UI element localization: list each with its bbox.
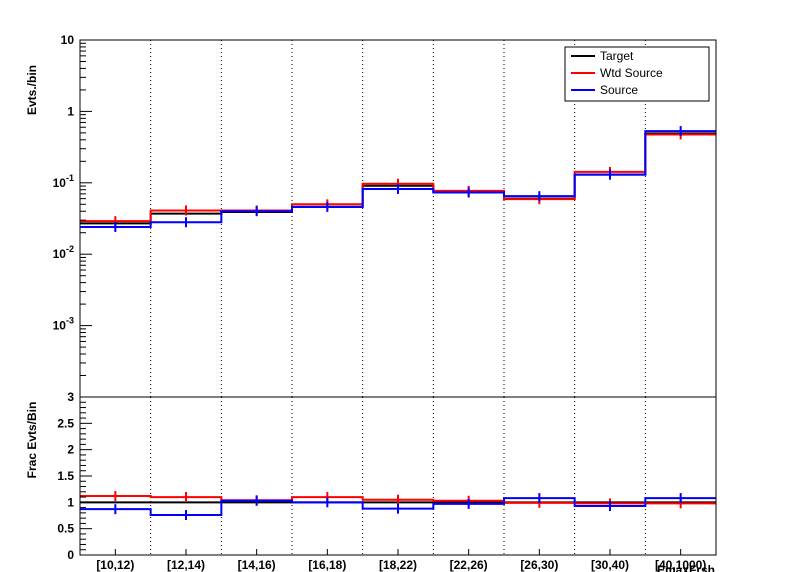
bottom-y-tick-label: 0.5 (57, 522, 74, 536)
legend-label-source: Source (600, 83, 638, 97)
x-tick-label: [26,30) (520, 558, 558, 572)
x-tick-label: [12,14) (167, 558, 205, 572)
top-panel: 10-3 10-2 10-1 1 10 Evts./bin (25, 33, 717, 398)
x-axis-label: EmaxFrsh (657, 563, 715, 572)
legend-label-target: Target (600, 49, 634, 63)
top-y-tick-label: 10-1 (53, 173, 74, 190)
bottom-panel: 0 0.5 1 1.5 2 2.5 3 [10,12) [12,14) [14,16) [16,1… (25, 390, 717, 572)
bottom-y-axis-label: Frac Evts/Bin (25, 402, 39, 479)
x-tick-label: [30,40) (591, 558, 629, 572)
legend-label-wtd-source: Wtd Source (600, 66, 663, 80)
top-series-line-wtd-source (80, 133, 716, 223)
x-tick-label: [40,1000) (655, 558, 706, 572)
bottom-x-axis: [10,12) [12,14) [14,16) [16,18) [18,22) [22,2… (96, 549, 706, 572)
x-tick-label: [16,18) (308, 558, 346, 572)
top-y-tick-label: 10 (61, 33, 75, 47)
top-y-axis: 10-3 10-2 10-1 1 10 (53, 33, 92, 398)
bottom-series-group (80, 491, 716, 520)
bottom-y-tick-label: 0 (67, 548, 74, 562)
top-y-axis-label: Evts./bin (25, 65, 39, 115)
x-tick-label: [10,12) (96, 558, 134, 572)
x-tick-label: [22,26) (450, 558, 488, 572)
top-series-group (80, 126, 716, 233)
top-y-tick-label: 10-2 (53, 244, 74, 261)
x-tick-label: [18,22) (379, 558, 417, 572)
bottom-y-axis: 0 0.5 1 1.5 2 2.5 3 (57, 390, 92, 562)
legend: Target Wtd Source Source (564, 46, 710, 102)
bottom-y-tick-label: 1.5 (57, 469, 74, 483)
x-tick-label: [14,16) (238, 558, 276, 572)
top-y-tick-label: 10-3 (53, 316, 74, 333)
bottom-y-tick-label: 2.5 (57, 416, 74, 430)
bottom-y-tick-label: 2 (67, 443, 74, 457)
bottom-y-tick-label: 1 (67, 495, 74, 509)
bottom-y-tick-label: 3 (67, 390, 74, 404)
top-y-tick-label: 1 (67, 104, 74, 118)
